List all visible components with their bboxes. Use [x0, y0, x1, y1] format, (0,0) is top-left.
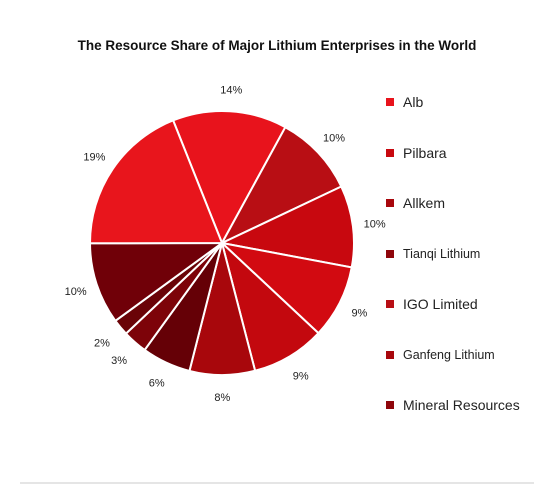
legend-swatch — [386, 300, 394, 308]
chart-title: The Resource Share of Major Lithium Ente… — [77, 38, 477, 53]
legend-swatch — [386, 98, 394, 106]
slice-data-label-8: 3% — [111, 355, 127, 367]
pie-slice-3 — [218, 185, 355, 269]
legend-label: Pilbara — [403, 144, 447, 161]
legend-label: Allkem — [403, 195, 446, 211]
legend-swatch — [386, 148, 394, 157]
slice-data-label-4: 9% — [351, 308, 367, 320]
legend-item-1: Alb — [386, 92, 423, 112]
legend-swatch — [386, 350, 394, 359]
legend-swatch — [386, 401, 394, 409]
slice-data-label-3: 10% — [364, 218, 386, 230]
legend-label: Alb — [403, 94, 424, 110]
legend-label: Mineral Resources — [403, 397, 520, 413]
legend-item-2: Pilbara — [386, 143, 447, 163]
pie-slice-1 — [171, 110, 287, 246]
legend-item-7: Mineral Resources — [386, 395, 520, 415]
slice-data-label-5: 9% — [293, 370, 309, 382]
pie-slice-10 — [88, 241, 226, 323]
slice-data-label-10: 10% — [65, 286, 87, 298]
legend-item-6: Ganfeng Lithium — [386, 345, 495, 365]
legend-item-4: Tianqi Lithium — [386, 244, 480, 264]
slice-data-label-1: 14% — [220, 84, 242, 96]
legend-swatch — [386, 199, 394, 207]
legend-item-5: IGO Limited — [386, 294, 478, 314]
slice-data-label-7: 6% — [149, 378, 165, 390]
legend-label: IGO Limited — [403, 296, 478, 312]
slice-data-label-2: 10% — [323, 132, 345, 144]
bottom-divider — [20, 482, 534, 484]
legend-item-3: Allkem — [386, 193, 445, 213]
legend-swatch — [386, 249, 394, 258]
pie-slice-2 — [219, 125, 343, 246]
pie-slice-11 — [88, 119, 224, 245]
slice-data-label-11: 19% — [83, 152, 105, 164]
slice-data-label-6: 8% — [214, 392, 230, 404]
legend-label: Ganfeng Lithium — [403, 347, 495, 362]
legend-label: Tianqi Lithium — [403, 246, 481, 261]
slice-data-label-9: 2% — [94, 338, 110, 350]
